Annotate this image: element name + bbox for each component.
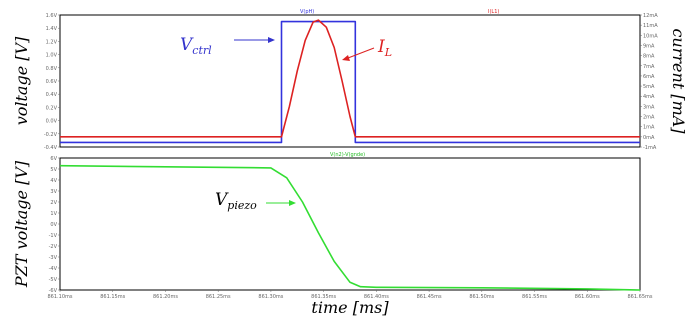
vctrl-annotation: Vctrl [180, 35, 212, 57]
bottom-left-tick-label: 6V [50, 156, 57, 162]
bottom-left-tick-label: 3V [50, 189, 57, 195]
top-left-tick-labels: 1.6V 1.4V 1.2V 1.0V 0.8V 0.6V 0.4V 0.2V 0.0V -0.2… [44, 13, 60, 151]
top-left-tick-label: 0.4V [46, 92, 58, 98]
top-right-tick-label: 4mA [643, 94, 655, 100]
vpiezo-arrowhead [289, 200, 296, 206]
vctrl-arrowhead [268, 37, 275, 43]
x-tick-label: 861.20ms [153, 294, 178, 300]
top-right-tick-label: 12mA [643, 13, 658, 19]
top-right-tick-label: 10mA [643, 33, 658, 39]
top-right-tick-label: 9mA [643, 43, 655, 49]
bottom-x-tick-labels: 861.10ms 861.15ms 861.20ms 861.25ms 861.30ms… [48, 290, 653, 300]
top-right-tick-label: 3mA [643, 104, 655, 110]
bottom-left-tick-label: 4V [50, 178, 57, 184]
bottom-left-tick-label: -2V [49, 244, 58, 250]
top-left-tick-label: 1.0V [46, 53, 58, 59]
x-tick-label: 861.45ms [417, 294, 442, 300]
top-left-tick-label: 0.2V [46, 105, 58, 111]
top-right-tick-label: 1mA [643, 125, 655, 131]
top-right-tick-label: 7mA [643, 64, 655, 70]
top-right-axis-title: current [mA] [669, 28, 686, 134]
top-left-tick-label: 0.8V [46, 66, 58, 72]
bottom-header: V(n2)-V(gnde) [330, 152, 365, 158]
top-right-tick-label: 2mA [643, 115, 655, 121]
top-right-tick-label: 5mA [643, 84, 655, 90]
series-line-v-ph- [60, 20, 640, 144]
vpiezo-annotation: Vpiezo [215, 190, 257, 212]
top-header-right: I(L1) [488, 9, 499, 15]
top-chart: V(pH) I(L1) 1.6V 1.4V 1.2V 1.0V 0.8V 0.6V 0.4V… [12, 9, 686, 151]
top-left-tick-label: 1.2V [46, 39, 58, 45]
bottom-left-tick-labels: 6V 5V 4V 3V 2V 1V 0V -1V -2V -3V -4V -5V -6V [49, 156, 60, 294]
il-arrow [347, 47, 375, 59]
x-tick-label: 861.35ms [311, 294, 336, 300]
top-right-tick-label: 8mA [643, 54, 655, 60]
il-annotation: IL [377, 37, 392, 59]
top-series-group [60, 19, 640, 144]
x-tick-label: 861.50ms [469, 294, 494, 300]
bottom-left-axis-title: PZT voltage [V] [12, 160, 31, 288]
top-right-tick-label: 0mA [643, 135, 655, 141]
top-right-tick-label: -1mA [643, 145, 657, 151]
top-left-tick-label: 0.6V [46, 79, 58, 85]
top-left-tick-label: 1.6V [46, 13, 58, 19]
series-line-vpiezo [59, 164, 641, 291]
top-left-axis-title: voltage [V] [12, 36, 31, 125]
x-tick-label: 861.10ms [48, 294, 73, 300]
x-tick-label: 861.25ms [206, 294, 231, 300]
bottom-left-tick-label: 5V [50, 167, 57, 173]
x-axis-title: time [ms] [311, 298, 389, 317]
top-right-tick-label: 11mA [643, 23, 658, 29]
x-tick-label: 861.60ms [575, 294, 600, 300]
x-tick-label: 861.65ms [628, 294, 653, 300]
bottom-left-tick-label: -1V [49, 233, 58, 239]
bottom-left-tick-label: 1V [50, 211, 57, 217]
top-left-tick-label: -0.2V [44, 132, 58, 138]
bottom-plot-frame [59, 157, 641, 291]
x-tick-label: 861.55ms [522, 294, 547, 300]
top-right-tick-label: 6mA [643, 74, 655, 80]
bottom-series-group [59, 164, 641, 291]
x-tick-label: 861.40ms [364, 294, 389, 300]
top-header-left: V(pH) [300, 9, 314, 15]
top-left-tick-label: 0.0V [46, 119, 58, 125]
bottom-left-tick-label: -5V [49, 277, 58, 283]
bottom-left-tick-label: 0V [50, 222, 57, 228]
top-left-tick-label: 1.4V [46, 26, 58, 32]
x-tick-label: 861.30ms [258, 294, 283, 300]
bottom-left-tick-label: -4V [49, 266, 58, 272]
top-right-tick-labels: 12mA 11mA 10mA 9mA 8mA 7mA 6mA 5mA 4mA 3mA 2mA 1mA 0… [640, 13, 658, 151]
x-tick-label: 861.15ms [100, 294, 125, 300]
bottom-left-tick-label: 2V [50, 200, 57, 206]
bottom-left-tick-label: -6V [49, 288, 58, 294]
bottom-left-tick-label: -3V [49, 255, 58, 261]
il-arrowhead [342, 55, 350, 61]
top-left-tick-label: -0.4V [44, 145, 58, 151]
series-line-i-l1- [60, 19, 640, 138]
top-plot-frame [59, 14, 641, 148]
bottom-chart: V(n2)-V(gnde) 6V 5V 4V 3V 2V 1V 0V -1V -2V -3V -4V… [12, 152, 653, 317]
